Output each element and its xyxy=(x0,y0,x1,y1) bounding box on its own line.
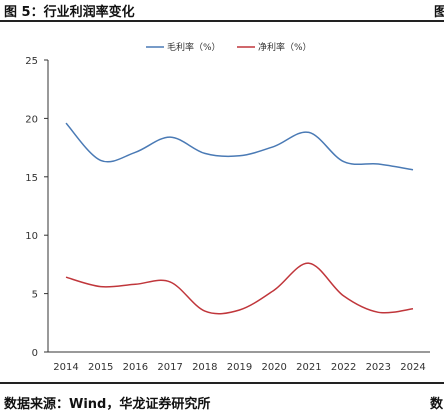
figure-title: 图 5：行业利润率变化 xyxy=(4,5,135,20)
y-tick-label: 20 xyxy=(25,114,38,125)
legend-label-2: 净利率（%） xyxy=(258,41,312,53)
y-tick-label: 10 xyxy=(25,231,38,242)
x-tick-label: 2014 xyxy=(53,362,78,373)
x-tick-label: 2024 xyxy=(400,362,425,373)
x-tick-label: 2020 xyxy=(261,362,286,373)
x-tick-label: 2016 xyxy=(123,362,148,373)
series-lines xyxy=(65,122,414,315)
x-tick-label: 2015 xyxy=(88,362,113,373)
axes: 0 5 10 15 20 25 2014 2015 2016 2017 2018 2019 2020 20… xyxy=(25,56,430,373)
y-tick-label: 25 xyxy=(25,56,38,67)
legend: 毛利率（%） 净利率（%） xyxy=(146,41,312,53)
bottom-rule xyxy=(0,382,444,384)
data-source: 数据来源：Wind，华龙证券研究所 xyxy=(4,397,211,412)
x-tick-label: 2022 xyxy=(331,362,356,373)
top-rule xyxy=(0,20,444,22)
x-tick-label: 2018 xyxy=(192,362,217,373)
y-tick-label: 5 xyxy=(32,290,38,301)
series-line-2 xyxy=(65,262,414,315)
x-tick-label: 2023 xyxy=(366,362,391,373)
series-line-1 xyxy=(65,122,414,171)
x-tick-label: 2021 xyxy=(296,362,321,373)
next-column-title-fragment: 图 xyxy=(434,5,444,20)
legend-label-1: 毛利率（%） xyxy=(167,41,221,53)
x-tick-label: 2019 xyxy=(227,362,252,373)
x-tick-label: 2017 xyxy=(157,362,182,373)
y-tick-label: 0 xyxy=(32,348,38,359)
y-tick-label: 15 xyxy=(25,173,38,184)
next-column-source-fragment: 数 xyxy=(430,397,444,412)
